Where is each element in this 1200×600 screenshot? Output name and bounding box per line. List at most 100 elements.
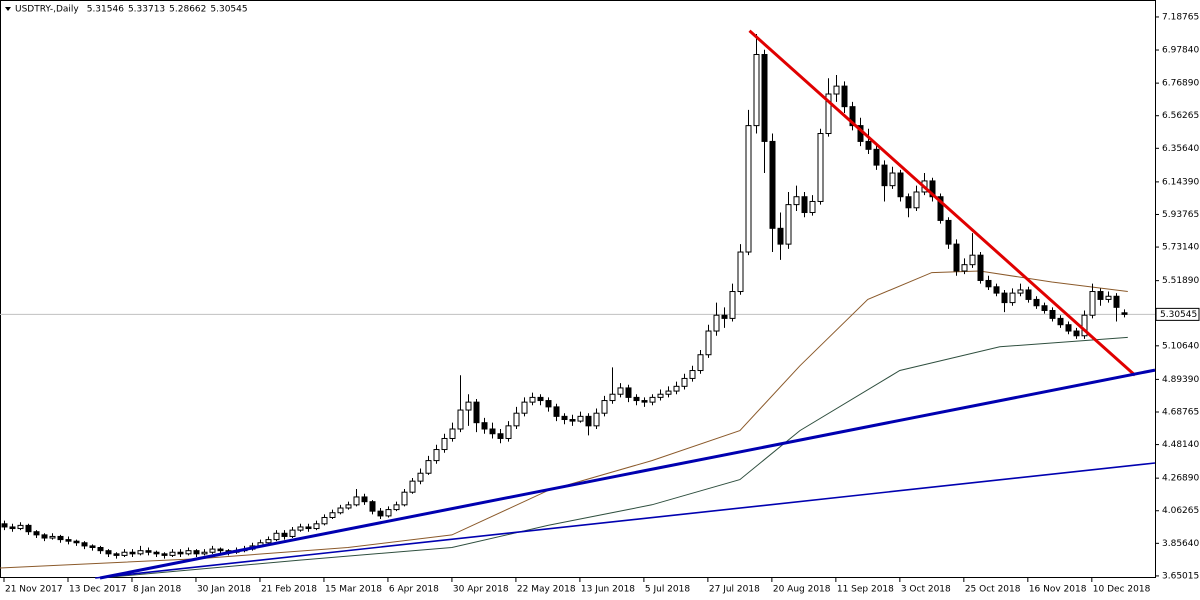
candle-body	[1081, 314, 1088, 337]
candle-body	[1073, 330, 1080, 337]
candle-body	[1, 523, 8, 528]
candle-body	[409, 480, 416, 493]
candle-body	[417, 472, 424, 482]
candle-body	[1009, 292, 1016, 304]
candle-body	[489, 428, 496, 435]
candle-body	[1089, 291, 1096, 316]
candle-body	[49, 535, 56, 539]
candle-body	[945, 219, 952, 245]
x-tick-label: 11 Sep 2018	[837, 585, 894, 595]
x-tick-label: 20 Aug 2018	[773, 585, 831, 595]
candle-body	[969, 254, 976, 266]
candle-body	[9, 526, 16, 530]
candle-body	[825, 93, 832, 135]
candle-body	[297, 526, 304, 531]
candle-body	[281, 532, 288, 537]
candle-body	[729, 291, 736, 319]
x-tick-label: 13 Jun 2018	[581, 585, 635, 595]
y-tick-label: 4.68765	[1162, 407, 1199, 417]
y-tick-label: 5.73140	[1162, 243, 1199, 253]
candle-body	[593, 412, 600, 427]
candle-body	[201, 551, 208, 555]
candle-body	[193, 550, 200, 555]
y-tick-label: 5.10640	[1162, 341, 1199, 351]
candle-body	[441, 437, 448, 451]
candle-body	[609, 393, 616, 402]
symbol-title: USDTRY-,Daily	[15, 5, 79, 15]
candle-body	[809, 200, 816, 214]
candle-body	[305, 526, 312, 530]
candle-body	[41, 534, 48, 539]
x-tick-label: 27 Jul 2018	[709, 585, 760, 595]
candle-body	[393, 504, 400, 511]
candle-body	[265, 539, 272, 544]
trend-line	[95, 462, 1156, 579]
x-tick-label: 3 Oct 2018	[901, 585, 951, 595]
candle-body	[25, 524, 32, 533]
x-tick-label: 21 Nov 2017	[5, 585, 63, 595]
header: USDTRY-,Daily	[5, 5, 79, 15]
header-open: 5.31546	[87, 5, 124, 15]
candle-body	[89, 545, 96, 549]
candle-body	[801, 196, 808, 214]
trend-line	[99, 368, 1156, 580]
header-high: 5.33713	[128, 5, 165, 15]
candle-body	[481, 422, 488, 430]
candle-body	[273, 532, 280, 541]
candle-body	[1121, 312, 1128, 315]
candle-body	[1017, 289, 1024, 294]
candle-body	[449, 428, 456, 439]
candle-body	[753, 54, 760, 127]
x-tick-label: 30 Jan 2018	[197, 585, 251, 595]
moving-average	[99, 336, 1128, 579]
candle-body	[889, 172, 896, 187]
candle-body	[433, 449, 440, 462]
x-tick-label: 22 May 2018	[517, 585, 576, 595]
candle-body	[545, 400, 552, 408]
candle-body	[57, 535, 64, 541]
candle-body	[385, 509, 392, 517]
y-tick-label: 6.76890	[1162, 79, 1199, 89]
candle-body	[745, 125, 752, 253]
y-tick-label: 4.89390	[1162, 375, 1199, 385]
x-tick-label: 30 Apr 2018	[453, 585, 509, 595]
candle-body	[553, 406, 560, 417]
candle-body	[289, 529, 296, 537]
candle-body	[1033, 298, 1040, 307]
candle-body	[465, 401, 472, 411]
candle-body	[633, 396, 640, 402]
candle-body	[713, 314, 720, 332]
candle-body	[1049, 309, 1056, 319]
candle-body	[425, 460, 432, 474]
candle-body	[897, 172, 904, 198]
candle-body	[793, 196, 800, 206]
candle-body	[401, 491, 408, 506]
x-tick-label: 15 Mar 2018	[325, 585, 382, 595]
candle-body	[961, 264, 968, 272]
candle-body	[649, 396, 656, 403]
candle-body	[1113, 295, 1120, 308]
candle-body	[457, 409, 464, 430]
candle-body	[985, 279, 992, 288]
candle-body	[65, 539, 72, 542]
candle-body	[681, 377, 688, 387]
candle-body	[577, 415, 584, 422]
candle-body	[313, 523, 320, 530]
header-low: 5.28662	[169, 5, 206, 15]
y-tick-label: 6.56265	[1162, 111, 1199, 121]
y-tick-label: 4.26890	[1162, 474, 1199, 484]
candle-body	[361, 496, 368, 503]
candle-body	[673, 385, 680, 392]
candle-body	[473, 401, 480, 424]
candle-body	[881, 164, 888, 187]
candle-body	[105, 550, 112, 555]
candle-body	[777, 227, 784, 245]
candle-body	[1065, 324, 1072, 332]
x-tick-label: 25 Oct 2018	[965, 585, 1021, 595]
price-label-box	[1155, 307, 1200, 321]
x-tick-label: 5 Jul 2018	[645, 585, 690, 595]
candle-body	[81, 542, 88, 547]
candle-body	[161, 553, 168, 556]
candle-body	[689, 370, 696, 379]
candle-body	[177, 551, 184, 555]
